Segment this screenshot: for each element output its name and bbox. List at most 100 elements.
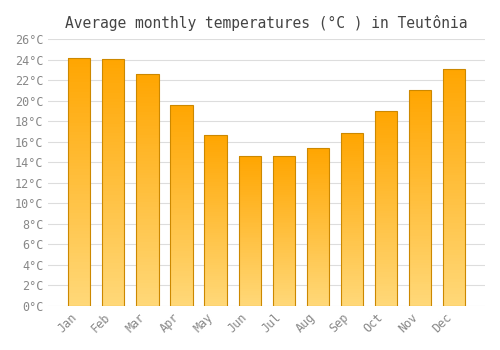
Bar [238,233,260,235]
Bar [204,276,227,278]
Bar [238,274,260,276]
Bar [375,128,397,131]
Bar [375,250,397,252]
Bar [375,225,397,228]
Bar [68,76,90,79]
Bar [170,236,192,238]
Bar [170,283,192,286]
Bar [68,104,90,107]
Bar [341,155,363,157]
Bar [409,249,431,252]
Bar [238,229,260,231]
Bar [136,233,158,236]
Bar [443,122,465,125]
Bar [306,166,329,168]
Bar [409,228,431,230]
Bar [443,279,465,282]
Bar [102,124,124,127]
Bar [306,272,329,274]
Bar [272,225,295,227]
Bar [341,174,363,177]
Bar [409,238,431,241]
Bar [409,257,431,260]
Bar [272,270,295,272]
Bar [238,222,260,223]
Bar [306,280,329,282]
Bar [136,112,158,114]
Bar [443,69,465,306]
Bar [272,289,295,291]
Bar [204,197,227,199]
Bar [341,252,363,254]
Bar [102,71,124,74]
Bar [375,116,397,118]
Bar [341,258,363,261]
Bar [204,274,227,276]
Bar [443,282,465,285]
Bar [68,250,90,253]
Bar [136,303,158,306]
Bar [170,243,192,245]
Bar [102,198,124,201]
Bar [409,217,431,220]
Bar [375,182,397,184]
Bar [409,244,431,247]
Bar [170,223,192,225]
Bar [170,185,192,188]
Bar [170,256,192,258]
Bar [68,110,90,113]
Bar [341,243,363,245]
Bar [375,145,397,147]
Bar [170,213,192,215]
Bar [136,170,158,173]
Bar [306,233,329,235]
Bar [238,272,260,274]
Bar [306,175,329,177]
Bar [375,189,397,191]
Bar [238,259,260,261]
Bar [204,299,227,302]
Bar [341,133,363,306]
Bar [375,111,397,113]
Bar [409,303,431,306]
Bar [136,173,158,175]
Bar [170,168,192,170]
Bar [443,252,465,256]
Bar [102,182,124,185]
Bar [306,227,329,229]
Bar [204,201,227,203]
Bar [170,230,192,233]
Bar [238,163,260,166]
Bar [204,214,227,216]
Bar [68,98,90,101]
Bar [443,244,465,247]
Bar [409,282,431,284]
Bar [443,235,465,238]
Bar [443,273,465,276]
Bar [341,181,363,183]
Bar [409,106,431,109]
Bar [443,208,465,211]
Bar [136,155,158,158]
Bar [68,262,90,266]
Bar [102,117,124,120]
Bar [204,218,227,220]
Bar [238,167,260,169]
Bar [272,158,295,160]
Bar [443,84,465,87]
Bar [341,248,363,250]
Bar [238,182,260,184]
Bar [409,292,431,295]
Bar [409,260,431,263]
Bar [170,276,192,278]
Bar [375,257,397,260]
Bar [306,189,329,191]
Bar [375,206,397,208]
Bar [102,250,124,253]
Bar [306,215,329,217]
Bar [272,175,295,177]
Bar [136,300,158,303]
Bar [204,209,227,212]
Bar [375,140,397,142]
Bar [306,268,329,270]
